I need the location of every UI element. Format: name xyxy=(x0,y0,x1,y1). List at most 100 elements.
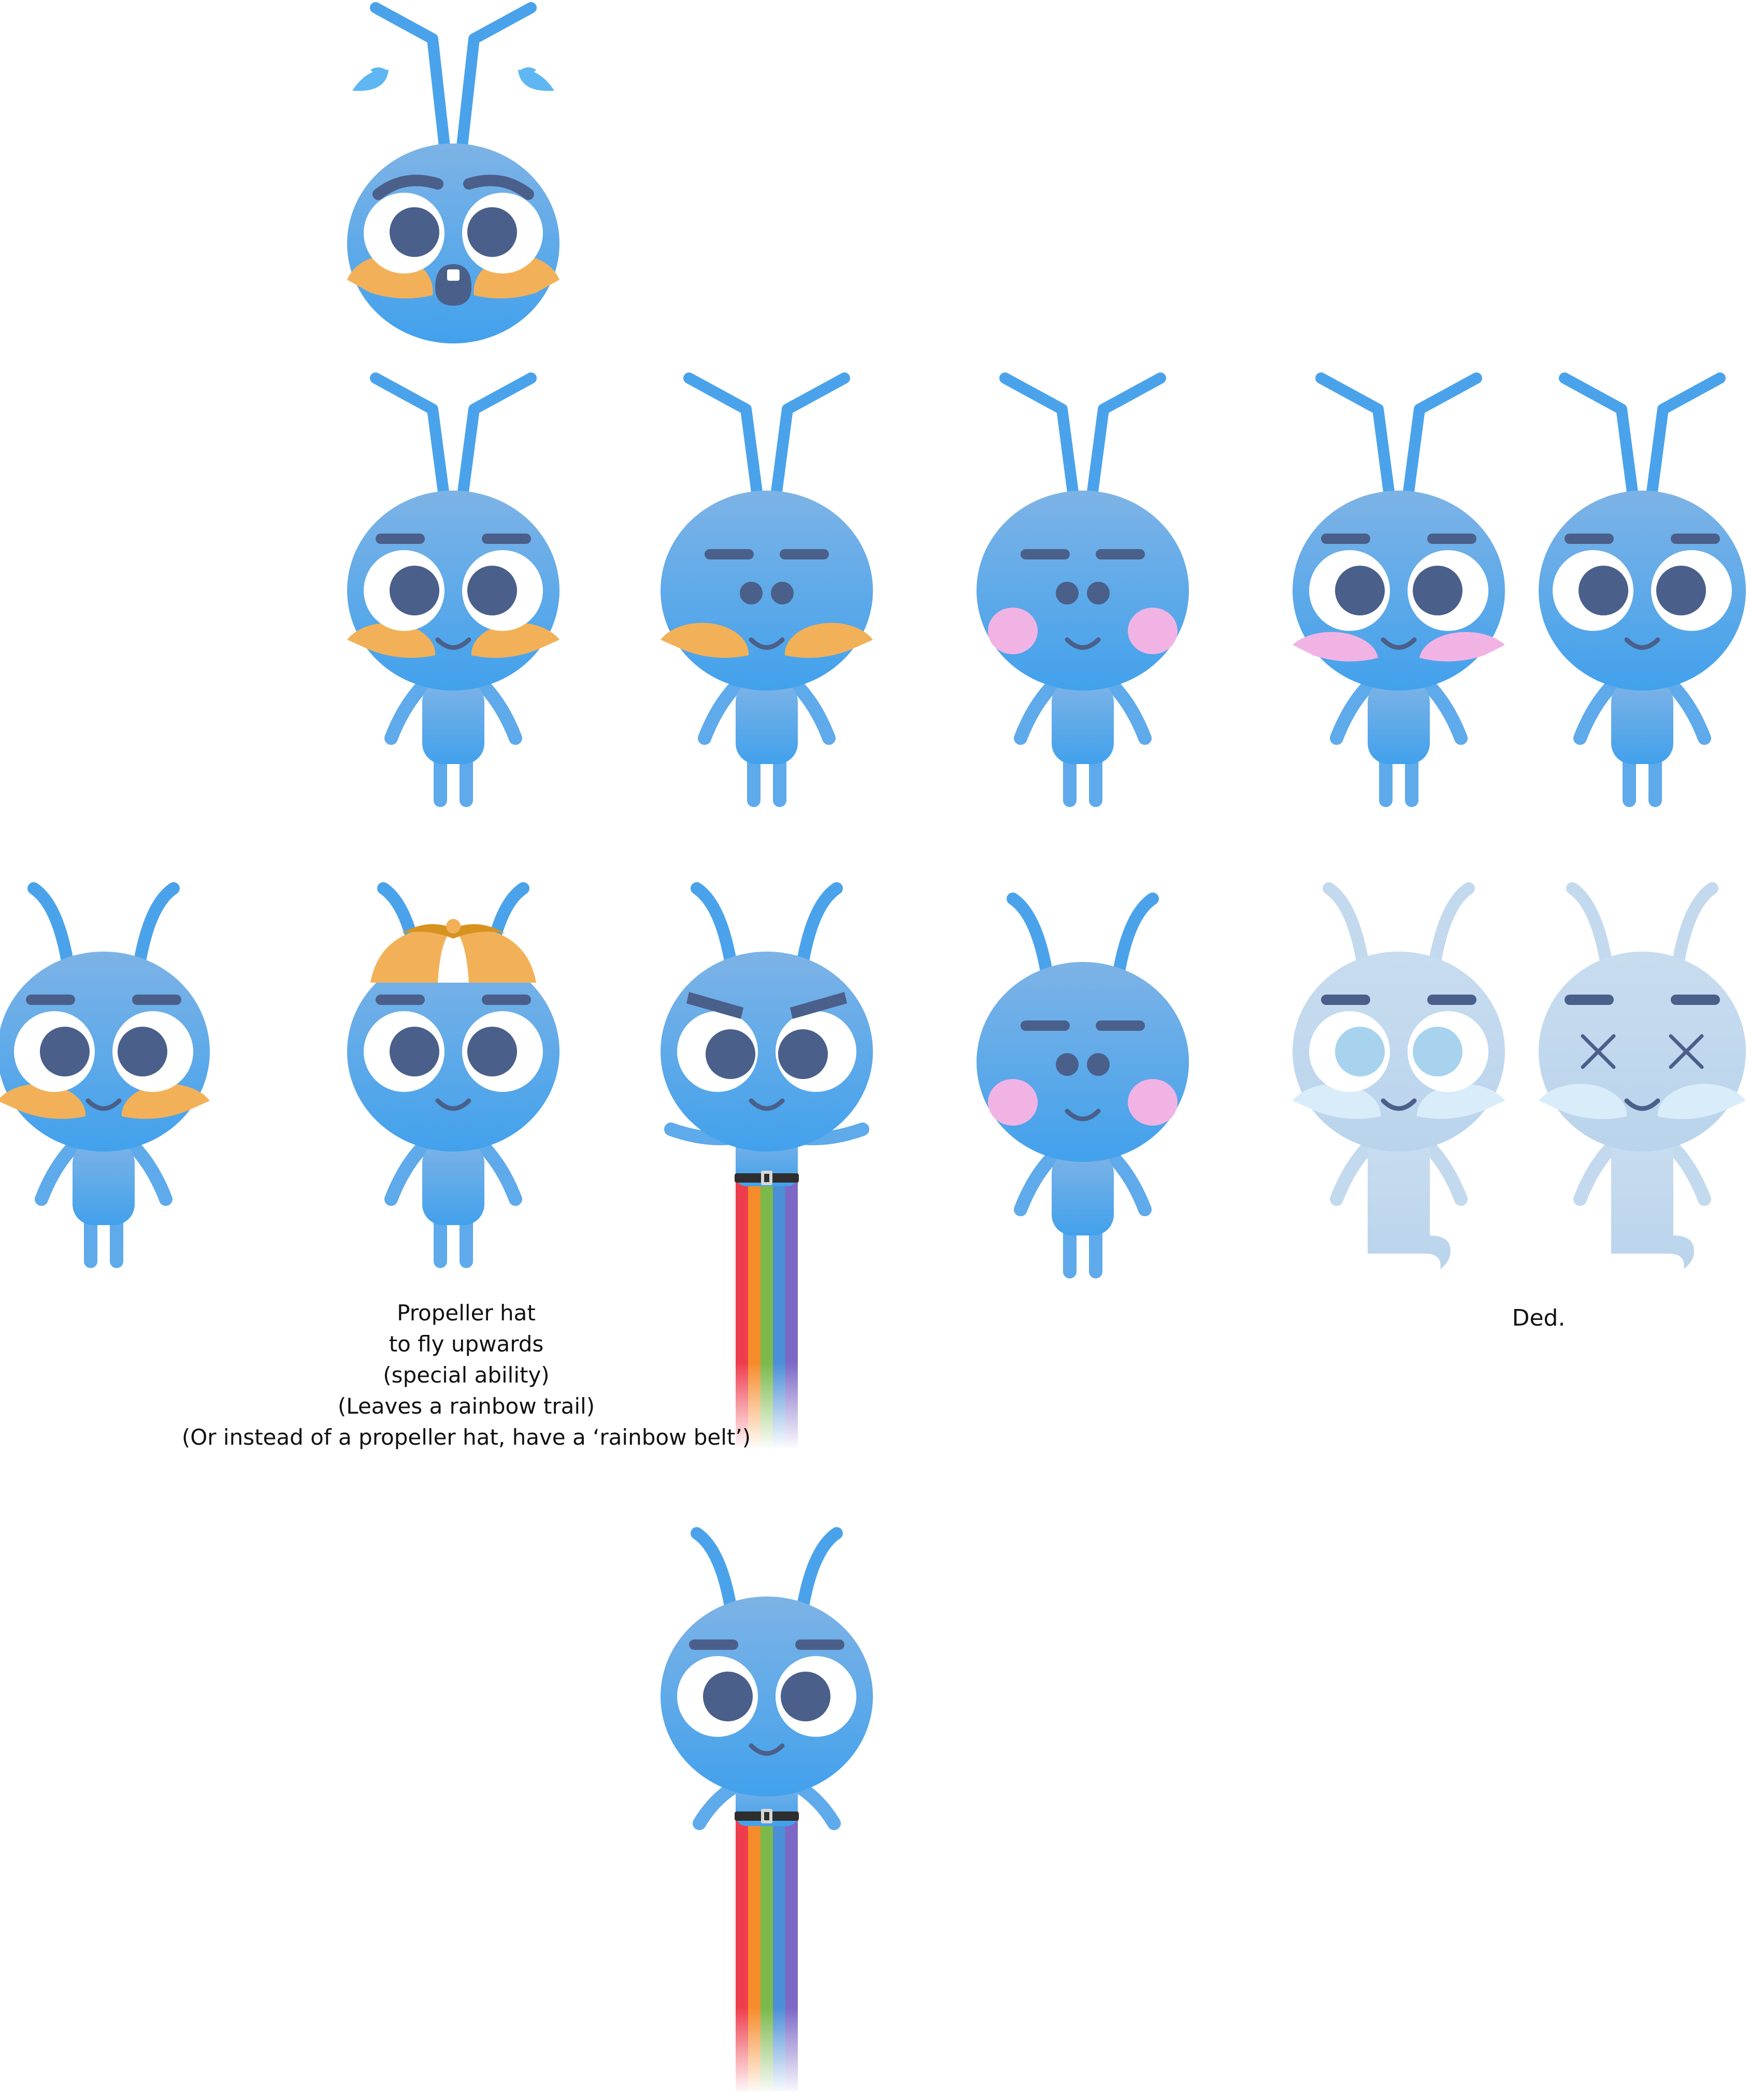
worried-mouth xyxy=(435,264,471,306)
rainbow-belt-icon xyxy=(735,1171,799,1185)
brows xyxy=(1321,534,1476,544)
character-big-eyes-no-cheeks xyxy=(1539,372,1746,807)
brows xyxy=(1565,534,1720,544)
limbs xyxy=(1330,1138,1468,1206)
character-worried-head xyxy=(347,2,560,343)
character-ghost-x-eyes xyxy=(1539,882,1746,1269)
straight-antennae xyxy=(1315,372,1482,513)
smile xyxy=(1624,1098,1660,1111)
eyes xyxy=(364,1011,543,1092)
rainbow-belt-icon xyxy=(735,1809,799,1823)
brows xyxy=(1021,1020,1145,1031)
curved-antennae xyxy=(1323,882,1475,967)
head xyxy=(1539,952,1746,1152)
cheeks xyxy=(347,623,560,658)
propeller-hat-icon xyxy=(370,919,536,983)
torso xyxy=(736,681,798,764)
propeller-hat-note: Propeller hat to fly upwards (special ab… xyxy=(155,1298,777,1453)
torso xyxy=(1368,681,1430,764)
note-line: (Or instead of a propeller hat, have a ‘… xyxy=(181,1425,751,1450)
smile xyxy=(1065,1109,1101,1121)
character-dot-eyes-pink-cheeks xyxy=(977,372,1189,807)
worried-brows xyxy=(372,175,534,200)
cheeks xyxy=(988,1079,1178,1126)
head xyxy=(977,962,1189,1162)
smile xyxy=(749,1743,785,1756)
character-curved-antenna-orange-cheeks xyxy=(0,882,210,1268)
eyes xyxy=(677,1656,856,1737)
smile xyxy=(85,1098,122,1111)
brows xyxy=(705,549,829,559)
brows xyxy=(1321,995,1476,1005)
straight-antennae xyxy=(683,372,850,513)
curved-antennae xyxy=(691,882,843,967)
eyes xyxy=(364,193,543,274)
eyes xyxy=(677,1011,856,1092)
smile xyxy=(1065,637,1101,650)
angry-brows xyxy=(686,992,847,1019)
head xyxy=(661,491,873,691)
dot-eyes xyxy=(1056,582,1110,605)
character-ghost-open-eyes xyxy=(1293,882,1505,1269)
curved-antennae xyxy=(691,1527,843,1612)
straight-antennae xyxy=(370,372,537,513)
straight-antennae xyxy=(999,372,1166,513)
head xyxy=(977,491,1189,691)
dot-eyes xyxy=(1056,1053,1110,1076)
character-dot-eyes-orange-cheeks xyxy=(661,372,873,807)
rainbow-trail xyxy=(735,1178,799,1450)
note-line: Propeller hat xyxy=(397,1300,536,1326)
ghost-tail xyxy=(1611,1142,1694,1269)
character-big-eyes-pink-cheeks xyxy=(1293,372,1505,807)
rainbow-trail xyxy=(735,1817,799,2095)
x-eyes-icon xyxy=(1581,1034,1704,1069)
cheeks xyxy=(0,1084,210,1119)
note-line: (special ability) xyxy=(383,1362,550,1388)
brows xyxy=(689,1639,844,1650)
cheeks xyxy=(1293,1084,1505,1119)
torso xyxy=(1052,681,1114,764)
eyes xyxy=(1553,550,1732,631)
torso xyxy=(73,1142,135,1225)
eyes xyxy=(1309,1011,1488,1092)
smile xyxy=(749,1098,785,1111)
brows xyxy=(376,995,531,1005)
brows xyxy=(376,534,531,544)
cheeks xyxy=(1539,1084,1746,1119)
smile xyxy=(749,637,785,650)
smile xyxy=(1381,637,1417,650)
character-angry-rainbow-belt xyxy=(661,882,873,1450)
smile xyxy=(435,1098,471,1111)
smile xyxy=(435,637,471,650)
torso xyxy=(422,681,484,764)
cheeks xyxy=(661,623,873,658)
character-propeller-hat xyxy=(347,882,560,1268)
cheeks xyxy=(1293,632,1505,661)
brows xyxy=(1021,549,1145,559)
straight-antennae xyxy=(1559,372,1726,513)
cheeks xyxy=(988,608,1178,654)
sweat-drop-icon xyxy=(352,67,554,91)
character-big-eyes-orange-cheeks xyxy=(347,372,560,807)
eyes xyxy=(364,550,543,631)
character-curved-antenna-pink-cheeks xyxy=(977,893,1189,1278)
note-line: to fly upwards xyxy=(389,1331,544,1357)
torso xyxy=(1611,681,1673,764)
brows xyxy=(1565,995,1720,1005)
curved-antennae xyxy=(1566,882,1718,967)
curved-antennae xyxy=(27,882,180,967)
limbs xyxy=(1573,1138,1711,1206)
smile xyxy=(1624,637,1660,650)
torso xyxy=(1052,1153,1114,1235)
brows xyxy=(26,995,181,1005)
ghost-tail xyxy=(1368,1142,1451,1269)
eyes xyxy=(1309,550,1488,631)
torso xyxy=(422,1142,484,1225)
straight-antennae xyxy=(370,2,537,161)
dot-eyes xyxy=(740,582,794,605)
eyes xyxy=(14,1011,193,1092)
ded-note: Ded. xyxy=(1512,1305,1566,1331)
smile xyxy=(1381,1098,1417,1111)
curved-antennae xyxy=(1007,893,1159,977)
